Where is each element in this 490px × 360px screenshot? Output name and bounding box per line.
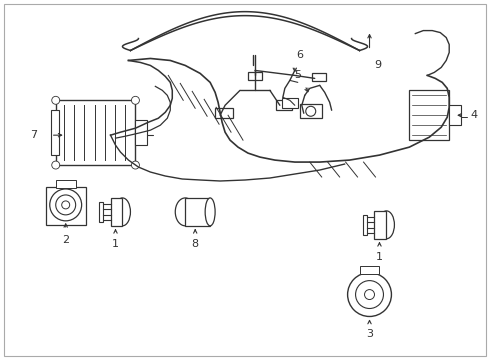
Bar <box>46 187 86 225</box>
Bar <box>282 98 298 108</box>
Circle shape <box>306 106 316 116</box>
Circle shape <box>131 161 140 169</box>
Bar <box>248 72 262 80</box>
Bar <box>56 100 135 165</box>
Bar <box>111 198 122 226</box>
Text: 1: 1 <box>112 239 119 249</box>
Bar <box>276 100 292 110</box>
Bar <box>135 120 147 145</box>
Bar <box>409 90 449 140</box>
Text: 1: 1 <box>376 252 383 262</box>
Ellipse shape <box>378 211 394 239</box>
Ellipse shape <box>175 198 195 226</box>
Circle shape <box>365 289 374 300</box>
Circle shape <box>52 161 60 169</box>
Bar <box>300 104 322 118</box>
Ellipse shape <box>205 198 215 226</box>
Text: 6: 6 <box>296 50 303 60</box>
Circle shape <box>50 189 82 221</box>
Bar <box>360 266 379 274</box>
Circle shape <box>347 273 392 316</box>
Circle shape <box>52 96 60 104</box>
Text: 4: 4 <box>470 110 478 120</box>
Bar <box>56 180 75 188</box>
Text: 3: 3 <box>366 329 373 339</box>
Bar <box>312 73 326 81</box>
Circle shape <box>56 195 75 215</box>
Circle shape <box>62 201 70 209</box>
Bar <box>51 110 59 155</box>
Circle shape <box>356 280 384 309</box>
Bar <box>449 105 461 125</box>
Bar <box>98 202 102 222</box>
Text: 5: 5 <box>294 71 301 80</box>
Bar <box>185 198 210 226</box>
Text: 9: 9 <box>374 60 382 71</box>
Circle shape <box>131 96 140 104</box>
Ellipse shape <box>115 198 130 226</box>
Text: 8: 8 <box>192 239 199 249</box>
Bar <box>215 108 233 118</box>
Text: 7: 7 <box>30 130 37 140</box>
Bar <box>374 211 387 239</box>
Bar <box>363 215 367 235</box>
Text: 2: 2 <box>62 235 69 245</box>
